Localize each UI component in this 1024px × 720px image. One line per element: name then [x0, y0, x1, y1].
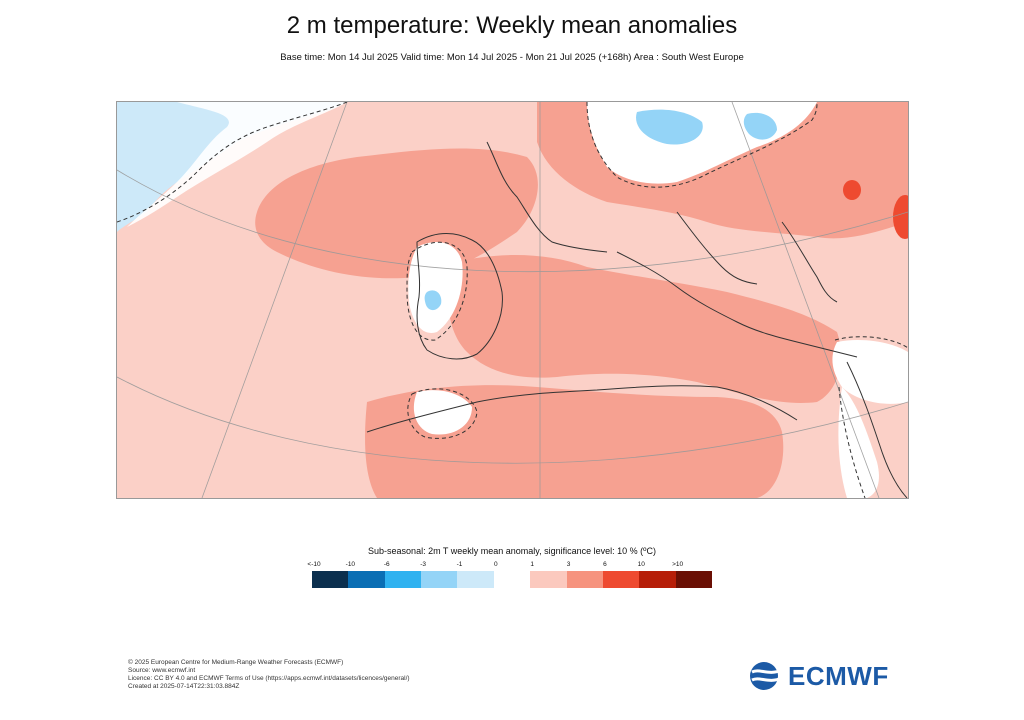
graticule — [117, 102, 908, 498]
legend-tick-label: 3 — [566, 561, 571, 568]
warm-region-iberia-med — [448, 255, 841, 403]
legend-color-swatch — [602, 571, 640, 588]
legend-tick-label: -3 — [420, 561, 426, 568]
legend-color-swatch — [348, 571, 385, 588]
legend-tick-label: 10 — [637, 561, 645, 568]
ecmwf-logo: ECMWF — [748, 660, 898, 692]
legend-color-swatch — [457, 571, 494, 588]
legend-color-swatch — [675, 571, 712, 588]
cool-region-iberia — [424, 290, 442, 311]
coastlines — [366, 141, 908, 498]
chart-title: 2 m temperature: Weekly mean anomalies — [286, 12, 738, 39]
cool-region-atlantic-nw — [117, 102, 347, 232]
legend-color-swatch — [530, 571, 567, 588]
anomaly-map-canvas — [117, 102, 908, 498]
legend-color-swatch — [493, 571, 531, 588]
ecmwf-logo-text: ECMWF — [788, 661, 889, 691]
neutral-region-atlantic-nw — [127, 102, 347, 227]
legend-tick-label: 6 — [603, 561, 607, 568]
ecmwf-logo-icon — [750, 662, 783, 690]
chart-subtitle: Base time: Mon 14 Jul 2025 Valid time: M… — [280, 52, 744, 63]
significance-contours — [117, 102, 908, 498]
legend-tick-label: -10 — [345, 561, 356, 568]
hot-spot-balkans — [843, 180, 861, 200]
legend-tick-label: 0 — [494, 561, 498, 568]
legend-color-bar — [312, 571, 712, 588]
legend-tick-label: -6 — [383, 561, 390, 568]
footer-source: Source: www.ecmwf.int — [128, 667, 196, 674]
legend-title: Sub-seasonal: 2m T weekly mean anomaly, … — [368, 546, 656, 556]
legend-color-swatch — [639, 571, 676, 588]
neutral-region-iberia — [408, 242, 463, 333]
legend-tick-label: -1 — [456, 561, 463, 568]
legend-color-swatch — [312, 571, 349, 588]
legend-color-swatch — [566, 571, 603, 588]
legend-tick-labels: <-10 -10 -6 -3 -1 0 1 3 6 10 >10 — [307, 561, 712, 571]
footer-created: Created at 2025-07-14T22:31:03.884Z — [128, 683, 240, 690]
footer-licence: Licence: CC BY 4.0 and ECMWF Terms of Us… — [128, 675, 410, 682]
legend-color-swatch — [421, 571, 458, 588]
footer-credits: © 2025 European Centre for Medium-Range … — [128, 659, 410, 691]
footer-copyright: © 2025 European Centre for Medium-Range … — [128, 659, 344, 666]
legend-color-swatch — [384, 571, 422, 588]
legend-tick-label: <-10 — [307, 561, 321, 568]
legend-tick-label: 1 — [530, 561, 534, 568]
cool-region-alps-east — [743, 112, 777, 140]
hot-spot-black-sea — [893, 195, 908, 239]
anomaly-map — [116, 101, 909, 499]
warm-region-biscay — [255, 148, 538, 279]
legend-tick-label: >10 — [672, 561, 684, 568]
cool-region-alps — [636, 109, 703, 145]
neutral-region-morocco — [413, 390, 472, 435]
